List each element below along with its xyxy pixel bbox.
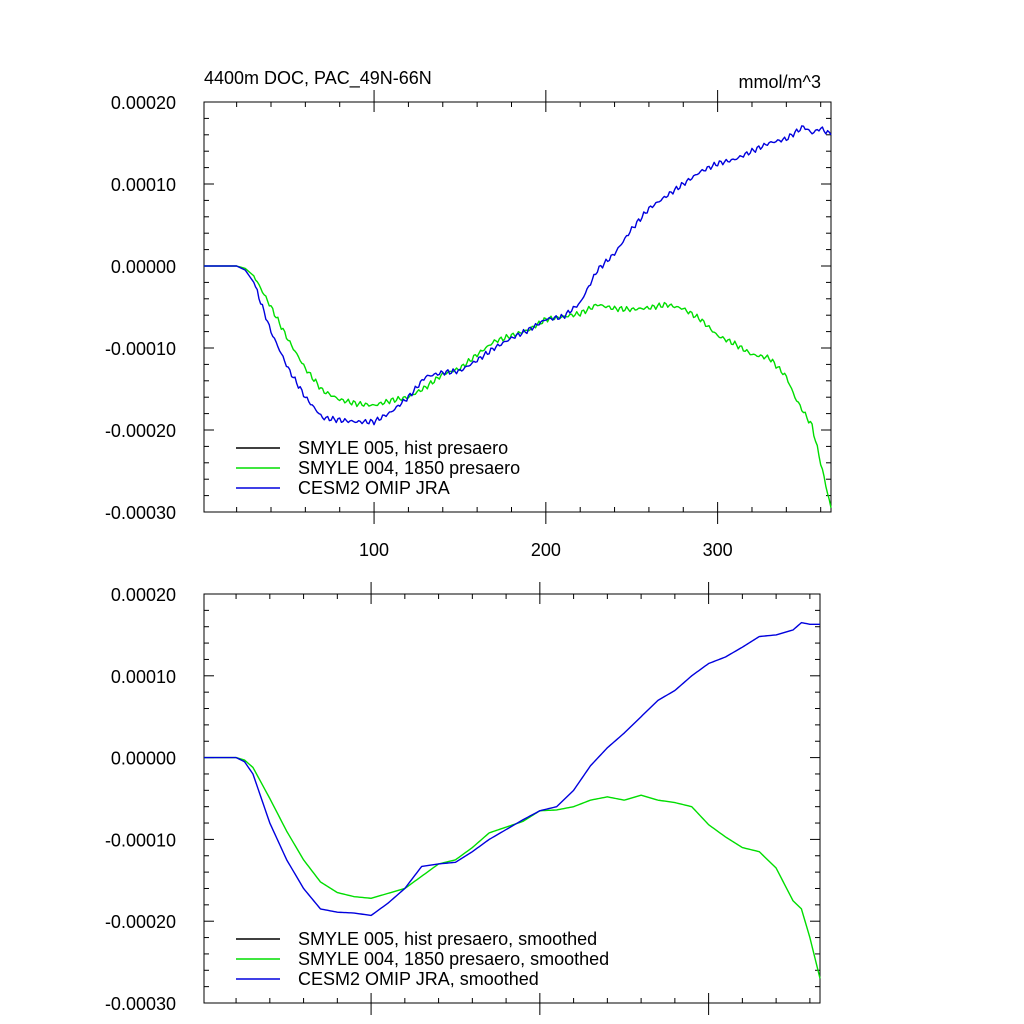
chart-title: 4400m DOC, PAC_49N-66N [204,68,432,89]
y-tick-label: -0.00020 [105,912,176,932]
x-tick-label: 200 [531,540,561,560]
y-tick-label: -0.00020 [105,421,176,441]
x-tick-label: 300 [703,540,733,560]
series-line [204,125,832,426]
chart-panel-top: 0.00020 0.00010 0.00000 -0.00010 -0.00020 -0.… [105,68,832,560]
y-tick-label: -0.00010 [105,830,176,850]
y-tick-label: 0.00010 [111,175,176,195]
series-line [204,621,820,917]
y-tick-label: 0.00020 [111,93,176,113]
units-label: mmol/m^3 [739,72,821,92]
y-tick-label: -0.00030 [105,994,176,1014]
y-tick-label: 0.00010 [111,667,176,687]
legend-label: SMYLE 005, hist presaero, smoothed [298,929,597,949]
plot-frame [203,101,832,513]
legend-label: SMYLE 005, hist presaero [298,438,508,458]
y-tick-label: 0.00000 [111,257,176,277]
legend-label: SMYLE 004, 1850 presaero, smoothed [298,949,609,969]
series-line [204,756,821,979]
y-tick-label: -0.00010 [105,339,176,359]
y-tick-label: 0.00020 [111,585,176,605]
plot-frame [203,593,821,1004]
y-tick-label: 0.00000 [111,749,176,769]
legend-label: SMYLE 004, 1850 presaero [298,458,520,478]
chart-panel-bottom: 0.00020 0.00010 0.00000 -0.00010 -0.00020 -0.… [105,582,821,1015]
x-tick-label: 100 [359,540,389,560]
legend-label: CESM2 OMIP JRA [298,478,450,498]
y-tick-label: -0.00030 [105,503,176,523]
legend-label: CESM2 OMIP JRA, smoothed [298,969,539,989]
